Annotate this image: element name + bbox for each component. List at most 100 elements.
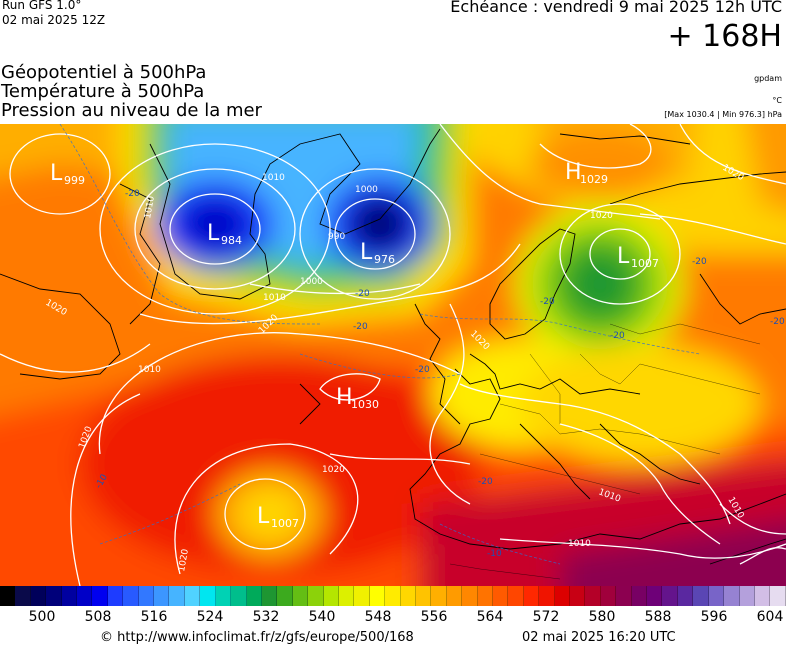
credit-link[interactable]: © http://www.infoclimat.fr/z/gfs/europe/…: [100, 630, 414, 645]
isotherm-label: -20: [415, 365, 430, 375]
colorbar-swatch: [308, 586, 324, 606]
pressure-center-high: H 1030: [336, 385, 379, 411]
pressure-center-value: 1029: [580, 173, 608, 186]
colorbar-swatch: [477, 586, 493, 606]
isotherm-label: -20: [610, 331, 625, 341]
pressure-center-letter: L: [257, 504, 270, 529]
colorbar: [0, 586, 786, 606]
pressure-center-value: 1007: [631, 257, 659, 270]
colorbar-swatch: [647, 586, 663, 606]
pressure-center-value: 999: [64, 174, 85, 187]
colorbar-swatch: [15, 586, 31, 606]
colorbar-swatch: [77, 586, 93, 606]
colorbar-tick-label: 548: [364, 609, 392, 625]
colorbar-swatch: [739, 586, 755, 606]
colorbar-swatch: [231, 586, 247, 606]
colorbar-swatch: [677, 586, 694, 606]
layer-title-temperature: Température à 500hPa: [1, 81, 205, 102]
colorbar-tick-label: 524: [196, 609, 224, 625]
colorbar-swatch: [46, 586, 62, 606]
unit-geopotential: gpdam: [754, 74, 782, 83]
colorbar-tick-label: 580: [588, 609, 616, 625]
colorbar-swatch: [92, 586, 108, 606]
colorbar-swatch: [446, 586, 463, 606]
isobars: [0, 124, 786, 586]
colorbar-swatch: [338, 586, 355, 606]
colorbar-ticks: 500 508 516 524 532 540 548 556 564 572 580 588 596 6…: [0, 609, 786, 627]
isotherm-label: -20: [770, 317, 785, 327]
colorbar-tick-label: 572: [532, 609, 560, 625]
generated-timestamp: 02 mai 2025 16:20 UTC: [522, 630, 676, 645]
colorbar-swatch: [200, 586, 216, 606]
colorbar-swatch: [539, 586, 555, 606]
colorbar-tick-label: 556: [420, 609, 448, 625]
colorbar-swatch: [493, 586, 509, 606]
isobar-label: 1020: [322, 465, 345, 475]
run-title: Run GFS 1.0°: [2, 0, 82, 12]
colorbar-swatch: [754, 586, 771, 606]
colorbar-swatch: [354, 586, 370, 606]
pressure-center-letter: L: [617, 244, 630, 269]
layer-title-pressure: Pression au niveau de la mer: [1, 100, 262, 121]
pressure-center-low: L 1007: [257, 504, 299, 530]
colorbar-swatch: [600, 586, 617, 606]
colorbar-tick-label: 596: [700, 609, 728, 625]
colorbar-swatch: [138, 586, 155, 606]
colorbar-swatch: [570, 586, 586, 606]
colorbar-swatch: [462, 586, 478, 606]
colorbar-swatch: [616, 586, 632, 606]
pressure-center-value: 976: [374, 253, 395, 266]
colorbar-swatch: [662, 586, 678, 606]
colorbar-tick-label: 540: [308, 609, 336, 625]
pressure-center-low: L 999: [50, 161, 85, 187]
isobar-label: 1010: [262, 173, 285, 183]
colorbar-swatch: [184, 586, 201, 606]
colorbar-swatch: [369, 586, 386, 606]
pressure-center-letter: L: [50, 161, 63, 186]
colorbar-tick-label: 500: [28, 609, 56, 625]
colorbar-swatch: [246, 586, 262, 606]
isotherms: [59, 124, 701, 565]
layer-title-geopotential: Géopotentiel à 500hPa: [1, 62, 207, 83]
colorbar-swatch: [770, 586, 786, 606]
colorbar-swatch: [508, 586, 524, 606]
pressure-center-letter: L: [360, 240, 373, 265]
colorbar-swatch: [215, 586, 232, 606]
colorbar-swatch: [30, 586, 47, 606]
colorbar-swatch: [708, 586, 725, 606]
isotherm-label: -20: [478, 477, 493, 487]
isobar-label: 1010: [138, 365, 161, 375]
colorbar-swatch: [431, 586, 447, 606]
pressure-center-high: H 1029: [565, 160, 608, 186]
colorbar-swatch: [261, 586, 278, 606]
colorbar-swatch: [277, 586, 293, 606]
valid-time: Echéance : vendredi 9 mai 2025 12h UTC: [450, 0, 782, 16]
colorbar-swatch: [631, 586, 648, 606]
pressure-center-low: L 984: [207, 221, 242, 247]
colorbar-swatch: [292, 586, 309, 606]
colorbar-swatch: [554, 586, 571, 606]
colorbar-swatch: [724, 586, 740, 606]
pressure-center-low: L 976: [360, 240, 395, 266]
colorbar-tick-label: 564: [476, 609, 504, 625]
colorbar-swatch: [585, 586, 601, 606]
borders: [449, 323, 761, 580]
weather-map: L 999 L 984 L 976 H 1029 L 1007 H 1030: [0, 124, 786, 586]
pressure-center-letter: H: [565, 160, 582, 185]
pressure-center-low: L 1007: [617, 244, 659, 270]
colorbar-tick-label: 532: [252, 609, 280, 625]
isotherm-label: -20: [353, 322, 368, 332]
isobar-label: 990: [328, 232, 345, 242]
colorbar-swatch: [61, 586, 78, 606]
pressure-center-value: 1030: [351, 398, 379, 411]
colorbar-swatch: [693, 586, 709, 606]
colorbar-tick-label: 516: [140, 609, 168, 625]
pressure-range: [Max 1030.4 | Min 976.3] hPa: [664, 110, 782, 119]
colorbar-tick-label: 588: [644, 609, 672, 625]
isotherm-label: -20: [540, 297, 555, 307]
isotherm-labels: -20 -20 -20 -20 -20 -20 -20 -20 -10 -10 …: [94, 189, 785, 559]
colorbar-tick-label: 508: [84, 609, 112, 625]
colorbar-tick-label: 604: [756, 609, 784, 625]
colorbar-swatch: [400, 586, 416, 606]
pressure-center-value: 984: [221, 234, 242, 247]
